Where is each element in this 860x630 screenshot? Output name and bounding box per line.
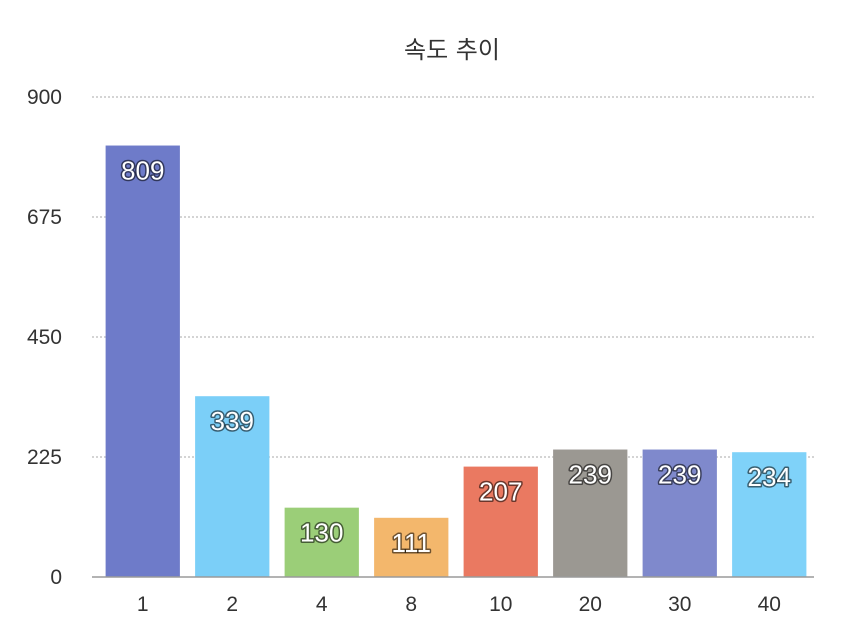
y-tick-label: 225 [27,446,62,469]
y-axis-ticks: 0 225 450 675 900 [27,86,62,589]
data-label: 339 [211,406,254,436]
data-label: 239 [569,460,612,490]
y-tick-label: 450 [27,326,62,349]
x-tick-label: 10 [489,593,512,616]
bar-4 [284,507,359,577]
data-label: 239 [658,460,701,490]
x-tick-label: 40 [758,593,781,616]
x-tick-label: 2 [226,593,238,616]
y-tick-label: 0 [50,566,62,589]
data-labels: 809 339 130 111 207 239 239 234 [120,154,793,559]
data-label: 234 [748,462,791,492]
x-tick-label: 8 [405,593,417,616]
x-axis-ticks: 1 2 4 8 10 20 30 40 [137,593,781,616]
bar-2 [195,396,270,577]
chart-title: 속도 추이 [404,36,500,64]
bar-1 [105,145,180,578]
data-label: 111 [391,528,431,558]
data-label: 130 [300,518,343,548]
bar-20 [553,449,628,577]
y-tick-label: 675 [27,206,62,229]
x-tick-label: 20 [579,593,602,616]
y-tick-label: 900 [27,86,62,109]
x-tick-label: 30 [668,593,691,616]
bar-30 [642,449,717,577]
bar-40 [732,452,807,577]
bar-10 [463,466,538,577]
bars [105,145,807,578]
bar-8 [374,517,449,577]
data-label: 207 [479,477,522,507]
data-label: 809 [121,156,164,186]
x-tick-label: 4 [316,593,328,616]
x-tick-label: 1 [137,593,149,616]
